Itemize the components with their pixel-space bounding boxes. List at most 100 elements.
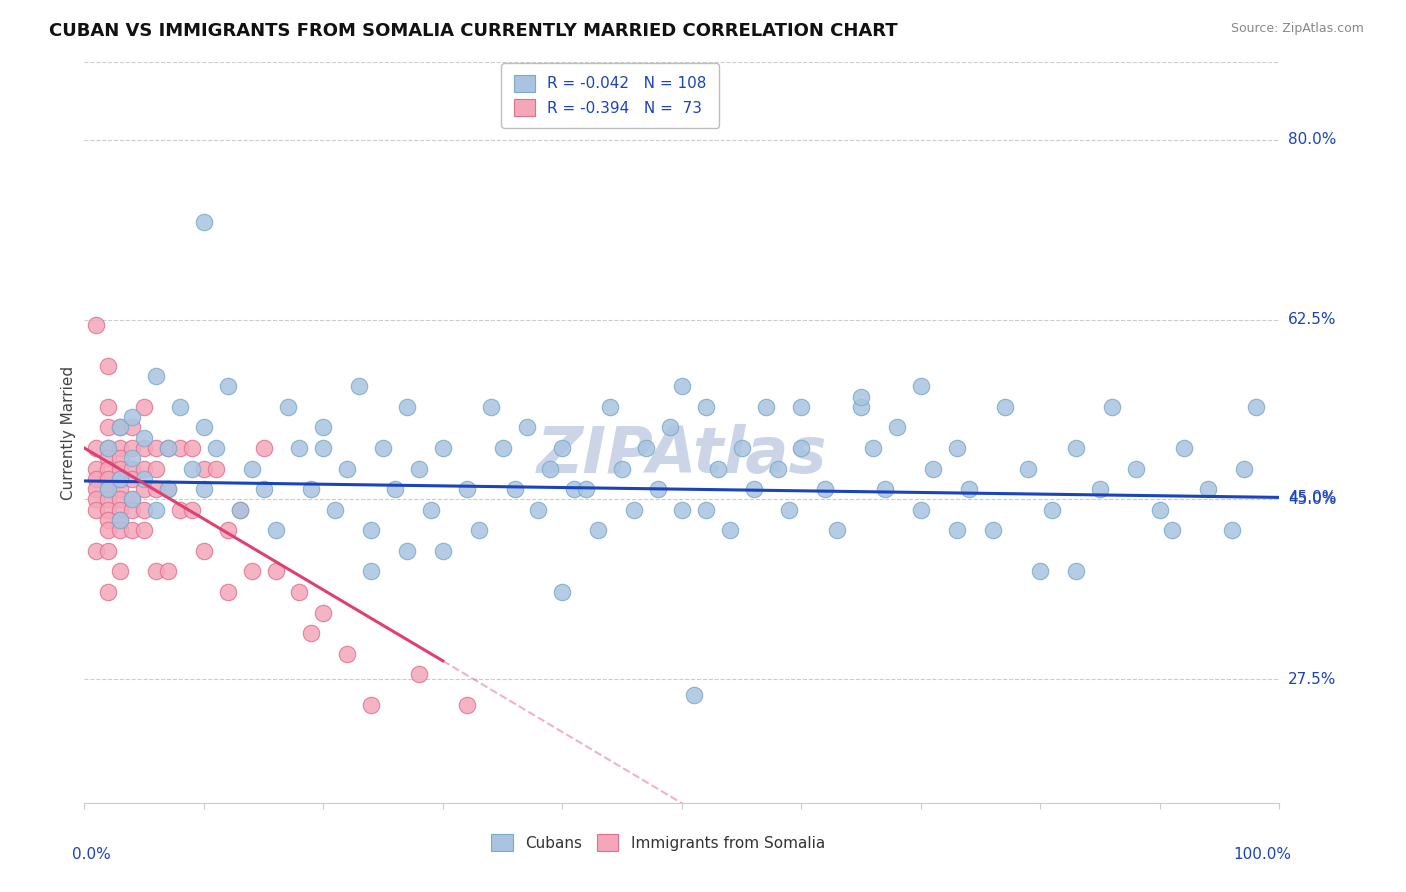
Point [240, 461, 263, 475]
Point [145, 482, 167, 496]
Point [575, 482, 598, 496]
Text: 0.0%: 0.0% [73, 847, 111, 863]
Point [145, 502, 167, 516]
Point [349, 379, 371, 393]
Point [97, 492, 120, 507]
Point [169, 441, 191, 455]
Point [217, 524, 239, 538]
Legend: Cubans, Immigrants from Somalia: Cubans, Immigrants from Somalia [481, 823, 835, 862]
Point [97, 359, 120, 373]
Point [957, 482, 980, 496]
Point [277, 400, 299, 414]
Point [169, 400, 191, 414]
Point [132, 482, 156, 496]
Point [994, 400, 1017, 414]
Point [588, 524, 610, 538]
Point [121, 492, 143, 507]
Point [110, 524, 132, 538]
Point [132, 431, 156, 445]
Point [86, 502, 108, 516]
Point [503, 482, 526, 496]
Point [312, 606, 335, 620]
Point [110, 472, 132, 486]
Point [540, 461, 562, 475]
Point [695, 400, 717, 414]
Point [420, 502, 443, 516]
Point [301, 482, 323, 496]
Point [886, 420, 908, 434]
Point [110, 441, 132, 455]
Point [205, 441, 228, 455]
Point [110, 513, 132, 527]
Text: 45.0%: 45.0% [1288, 492, 1336, 507]
Point [264, 565, 287, 579]
Point [86, 472, 108, 486]
Point [157, 441, 180, 455]
Point [384, 482, 406, 496]
Point [86, 544, 108, 558]
Point [193, 544, 215, 558]
Text: 27.5%: 27.5% [1288, 672, 1336, 687]
Point [121, 451, 143, 466]
Point [97, 544, 120, 558]
Point [396, 400, 419, 414]
Point [1029, 565, 1052, 579]
Point [1197, 482, 1219, 496]
Point [790, 441, 813, 455]
Point [1149, 502, 1171, 516]
Point [301, 626, 323, 640]
Point [671, 379, 693, 393]
Point [97, 461, 120, 475]
Point [360, 524, 382, 538]
Point [1173, 441, 1195, 455]
Point [110, 492, 132, 507]
Point [564, 482, 586, 496]
Point [97, 482, 120, 496]
Point [229, 502, 252, 516]
Point [86, 318, 108, 332]
Point [217, 585, 239, 599]
Point [492, 441, 515, 455]
Point [790, 400, 813, 414]
Point [97, 502, 120, 516]
Point [193, 461, 215, 475]
Text: CUBAN VS IMMIGRANTS FROM SOMALIA CURRENTLY MARRIED CORRELATION CHART: CUBAN VS IMMIGRANTS FROM SOMALIA CURRENT… [49, 22, 898, 40]
Point [516, 420, 538, 434]
Point [671, 502, 693, 516]
Point [193, 215, 215, 229]
Point [312, 441, 335, 455]
Point [157, 482, 180, 496]
Point [360, 565, 382, 579]
Point [288, 585, 311, 599]
Point [110, 513, 132, 527]
Point [181, 502, 204, 516]
Point [336, 647, 359, 661]
Point [1066, 565, 1088, 579]
Point [253, 441, 276, 455]
Point [86, 482, 108, 496]
Point [97, 451, 120, 466]
Point [97, 441, 120, 455]
Point [910, 502, 932, 516]
Point [1101, 400, 1123, 414]
Text: ZIPAtlas: ZIPAtlas [537, 424, 827, 486]
Point [145, 369, 167, 384]
Point [479, 400, 502, 414]
Point [1125, 461, 1147, 475]
Point [946, 524, 969, 538]
Point [97, 513, 120, 527]
Point [456, 698, 478, 712]
Point [1233, 461, 1256, 475]
Point [288, 441, 311, 455]
Point [132, 400, 156, 414]
Point [851, 390, 873, 404]
Point [707, 461, 730, 475]
Point [110, 420, 132, 434]
Point [1042, 502, 1064, 516]
Point [121, 492, 143, 507]
Point [659, 420, 682, 434]
Point [373, 441, 395, 455]
Point [97, 400, 120, 414]
Point [647, 482, 669, 496]
Point [599, 400, 621, 414]
